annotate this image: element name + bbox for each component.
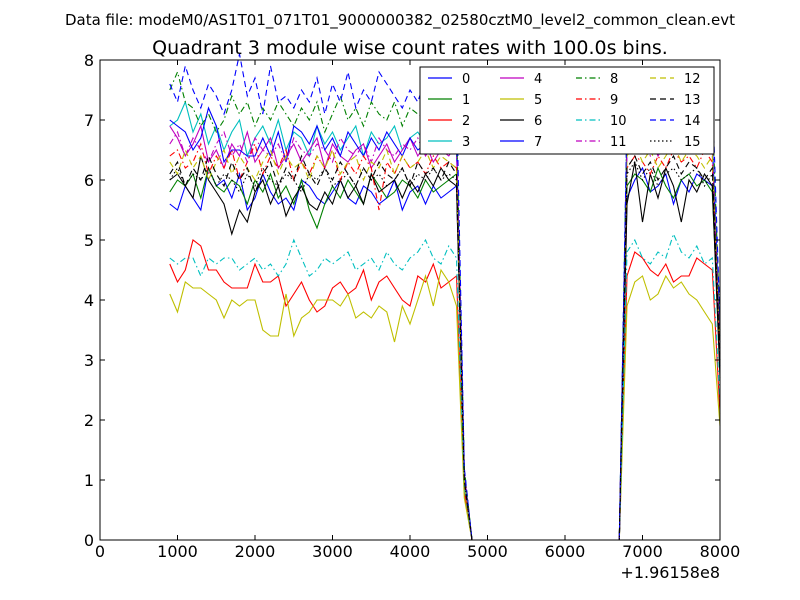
legend-label-2: 2 bbox=[462, 114, 470, 129]
x-offset-label: +1.96158e8 bbox=[620, 563, 720, 582]
series-line-9 bbox=[169, 142, 721, 541]
y-tick-label: 4 bbox=[84, 291, 94, 310]
x-tick-label: 5000 bbox=[467, 542, 508, 561]
x-tick-label: 0 bbox=[95, 542, 105, 561]
y-tick-label: 7 bbox=[84, 111, 94, 130]
legend-label-6: 6 bbox=[534, 114, 542, 129]
legend-box bbox=[419, 66, 715, 155]
legend-label-13: 13 bbox=[684, 93, 701, 108]
y-tick-label: 1 bbox=[84, 471, 94, 490]
x-tick-label: 2000 bbox=[235, 542, 276, 561]
chart-title: Quadrant 3 module wise count rates with … bbox=[152, 37, 668, 59]
series-line-6 bbox=[169, 155, 721, 541]
series-line-15 bbox=[169, 160, 721, 541]
y-tick-label: 2 bbox=[84, 411, 94, 430]
legend-label-12: 12 bbox=[684, 72, 701, 87]
series-line-0 bbox=[169, 166, 721, 541]
legend-label-0: 0 bbox=[462, 72, 470, 87]
legend-label-1: 1 bbox=[462, 93, 470, 108]
series-line-13 bbox=[169, 154, 721, 541]
x-tick-label: 3000 bbox=[312, 542, 353, 561]
legend-label-15: 15 bbox=[684, 135, 701, 150]
legend-label-8: 8 bbox=[610, 72, 618, 87]
y-tick-label: 0 bbox=[84, 531, 94, 550]
series-line-5 bbox=[169, 268, 721, 541]
series-line-1 bbox=[169, 166, 721, 541]
legend-label-10: 10 bbox=[610, 114, 627, 129]
x-tick-label: 4000 bbox=[390, 542, 431, 561]
x-tick-label: 8000 bbox=[700, 542, 741, 561]
series-line-10 bbox=[169, 232, 721, 541]
x-tick-label: 1000 bbox=[157, 542, 198, 561]
x-tick-label: 6000 bbox=[545, 542, 586, 561]
y-tick-label: 8 bbox=[84, 51, 94, 70]
y-tick-label: 5 bbox=[84, 231, 94, 250]
legend-label-5: 5 bbox=[534, 93, 542, 108]
series-line-11 bbox=[169, 130, 721, 541]
series-line-2 bbox=[169, 239, 721, 541]
series-line-3 bbox=[169, 100, 721, 541]
y-tick-label: 3 bbox=[84, 351, 94, 370]
legend-label-9: 9 bbox=[610, 93, 618, 108]
legend-label-7: 7 bbox=[534, 135, 542, 150]
legend-label-3: 3 bbox=[462, 135, 470, 150]
data-file-header: Data file: modeM0/AS1T01_071T01_90000003… bbox=[65, 11, 735, 30]
legend-label-4: 4 bbox=[534, 72, 542, 87]
series-line-7 bbox=[169, 106, 721, 541]
legend-label-11: 11 bbox=[610, 135, 627, 150]
legend-label-14: 14 bbox=[684, 114, 701, 129]
x-axis: 0 1000 2000 3000 4000 5000 6000 7000 8000 bbox=[95, 60, 740, 561]
x-tick-label: 7000 bbox=[622, 542, 663, 561]
y-tick-label: 6 bbox=[84, 171, 94, 190]
